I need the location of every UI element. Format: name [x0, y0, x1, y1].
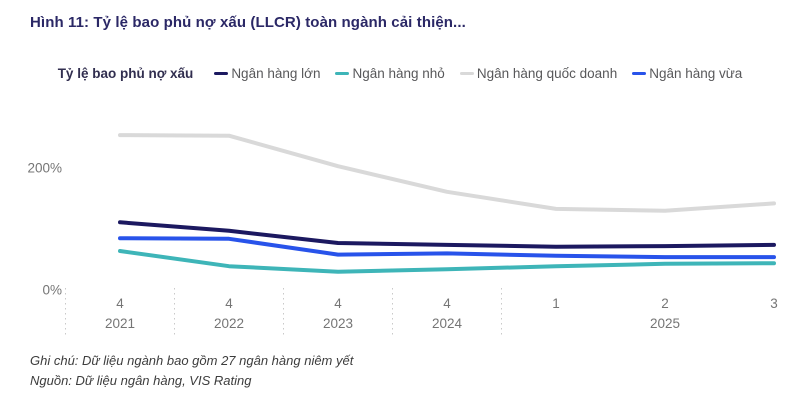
legend-item: Ngân hàng quốc doanh: [459, 66, 618, 81]
y-axis-tick-label: 0%: [42, 283, 62, 298]
x-axis-year-label: 2024: [432, 316, 463, 331]
legend-swatch-icon: [459, 71, 474, 76]
legend-swatch-icon: [632, 71, 647, 76]
legend-swatch-icon: [214, 71, 229, 76]
x-axis-year-label: 2023: [323, 316, 353, 331]
x-axis-year-label: 2025: [650, 316, 680, 331]
llcr-line-chart: 0% 200% 4 4 4 4 1 2 3 2021 2022 2023 2024 2025: [27, 133, 778, 338]
legend-item-label: Ngân hàng nhỏ: [352, 66, 445, 81]
chart-note: Ghi chú: Dữ liệu ngành bao gồm 27 ngân h…: [30, 353, 354, 368]
figure-title: Hình 11: Tỷ lệ bao phủ nợ xấu (LLCR) toà…: [30, 14, 466, 31]
x-axis-quarter-label: 2: [661, 296, 669, 311]
chart-legend: Tỷ lệ bao phủ nợ xấu Ngân hàng lớn Ngân h…: [0, 66, 800, 81]
legend-item: Ngân hàng vừa: [632, 66, 742, 81]
legend-item-label: Ngân hàng vừa: [649, 66, 743, 81]
line-series-4: [118, 236, 776, 260]
line-series-2: [118, 249, 776, 274]
legend-item-label: Ngân hàng quốc doanh: [476, 66, 618, 81]
legend-swatch-icon: [335, 71, 350, 76]
x-axis-quarter-label: 4: [116, 296, 124, 311]
chart-source: Nguồn: Dữ liệu ngân hàng, VIS Rating: [30, 373, 252, 388]
x-axis-quarter-label: 1: [552, 296, 560, 311]
legend-item: Ngân hàng nhỏ: [335, 66, 445, 81]
x-axis-quarter-label: 4: [334, 296, 342, 311]
legend-item: Ngân hàng lớn: [214, 66, 320, 81]
x-axis-year-label: 2021: [105, 316, 135, 331]
y-axis-tick-label: 200%: [27, 161, 62, 176]
figure-notes: Ghi chú: Dữ liệu ngành bao gồm 27 ngân h…: [30, 351, 353, 391]
line-series-1: [118, 220, 776, 249]
x-axis-quarter-label: 4: [225, 296, 233, 311]
x-axis-year-label: 2022: [214, 316, 244, 331]
x-axis-quarter-label: 3: [770, 296, 778, 311]
legend-title: Tỷ lệ bao phủ nợ xấu: [57, 66, 194, 81]
line-series-3: [118, 133, 776, 213]
legend-item-label: Ngân hàng lớn: [231, 66, 321, 81]
x-axis-quarter-label: 4: [443, 296, 451, 311]
legend-items: Ngân hàng lớn Ngân hàng nhỏ Ngân hàng quốc…: [214, 66, 742, 81]
